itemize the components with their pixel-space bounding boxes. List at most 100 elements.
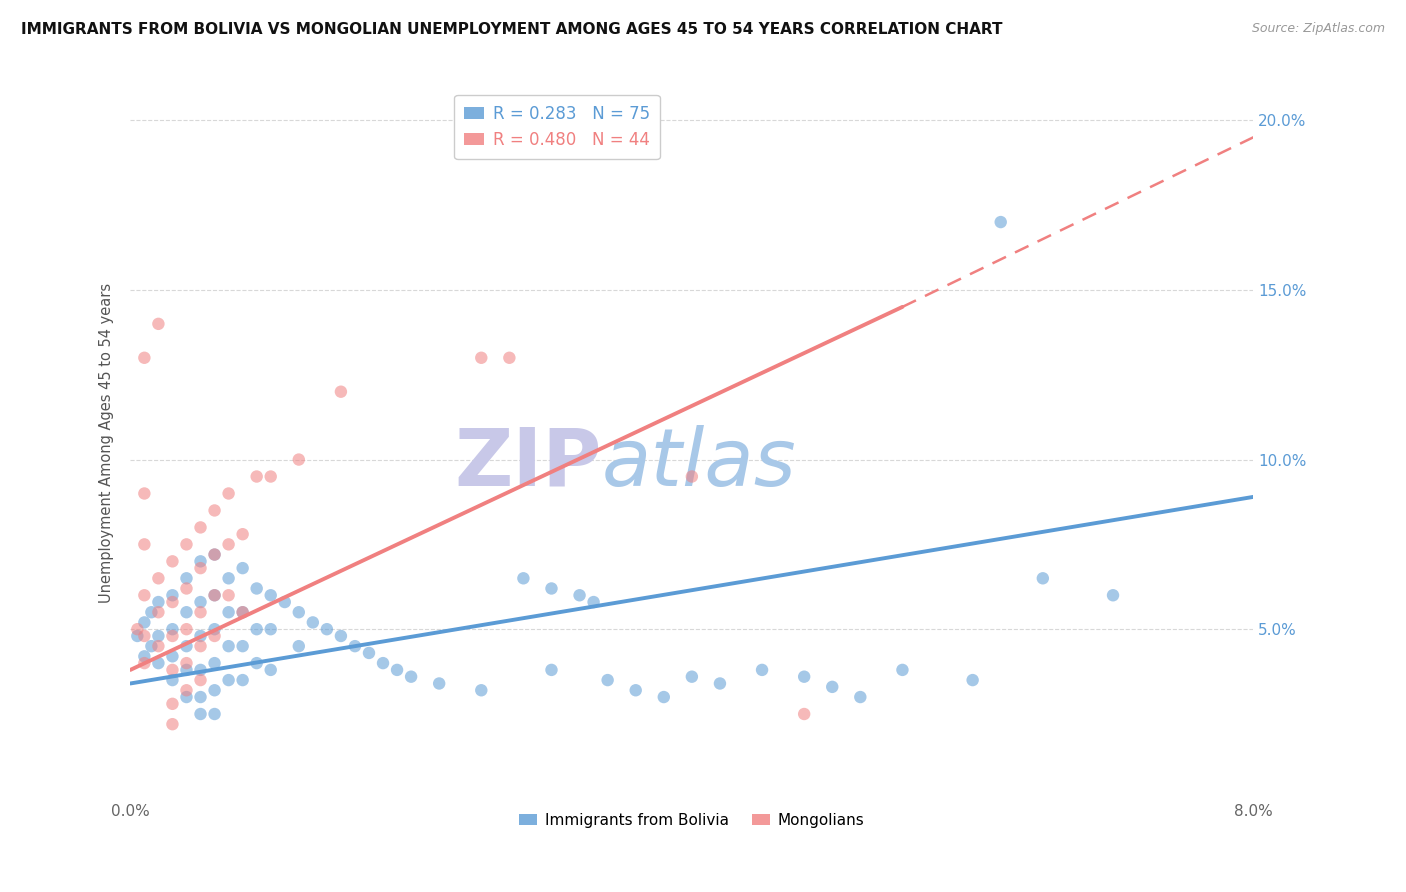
Point [204,629,226,643]
Point [329,629,352,643]
Point [315,622,337,636]
Point [204,622,226,636]
Point [162,663,184,677]
Point [134,537,156,551]
Point [134,656,156,670]
Point [176,639,198,653]
Point [218,571,240,585]
Point [148,605,170,619]
Point [134,629,156,643]
Point [260,622,283,636]
Point [162,622,184,636]
Point [204,548,226,562]
Point [288,605,311,619]
Point [148,317,170,331]
Point [176,582,198,596]
Point [751,663,773,677]
Point [190,520,212,534]
Point [821,680,844,694]
Point [190,595,212,609]
Point [127,622,149,636]
Point [127,629,149,643]
Point [849,690,872,704]
Point [141,605,163,619]
Point [246,656,269,670]
Point [288,452,311,467]
Point [232,605,254,619]
Point [148,656,170,670]
Point [190,706,212,721]
Point [176,605,198,619]
Point [385,663,408,677]
Text: Source: ZipAtlas.com: Source: ZipAtlas.com [1251,22,1385,36]
Point [134,486,156,500]
Point [204,588,226,602]
Point [260,469,283,483]
Point [176,690,198,704]
Point [470,351,492,365]
Point [176,663,198,677]
Point [498,351,520,365]
Point [232,605,254,619]
Point [232,527,254,541]
Point [162,673,184,687]
Point [962,673,984,687]
Point [652,690,675,704]
Point [134,649,156,664]
Point [343,639,366,653]
Point [176,571,198,585]
Point [218,537,240,551]
Point [190,639,212,653]
Point [134,615,156,630]
Y-axis label: Unemployment Among Ages 45 to 54 years: Unemployment Among Ages 45 to 54 years [100,283,114,603]
Point [793,670,815,684]
Point [246,622,269,636]
Point [1102,588,1125,602]
Text: atlas: atlas [602,425,797,503]
Point [232,639,254,653]
Point [176,537,198,551]
Point [260,588,283,602]
Point [681,670,703,684]
Point [148,571,170,585]
Point [141,639,163,653]
Point [540,582,562,596]
Point [399,670,422,684]
Point [148,629,170,643]
Point [190,605,212,619]
Point [176,683,198,698]
Text: ZIP: ZIP [454,425,602,503]
Point [582,595,605,609]
Point [162,595,184,609]
Point [681,469,703,483]
Point [190,663,212,677]
Point [624,683,647,698]
Point [329,384,352,399]
Point [190,554,212,568]
Point [162,697,184,711]
Point [190,629,212,643]
Point [990,215,1012,229]
Point [204,683,226,698]
Point [218,588,240,602]
Point [512,571,534,585]
Point [218,639,240,653]
Point [568,588,591,602]
Point [301,615,323,630]
Text: IMMIGRANTS FROM BOLIVIA VS MONGOLIAN UNEMPLOYMENT AMONG AGES 45 TO 54 YEARS CORR: IMMIGRANTS FROM BOLIVIA VS MONGOLIAN UNE… [21,22,1002,37]
Point [190,561,212,575]
Point [793,706,815,721]
Point [357,646,380,660]
Point [148,595,170,609]
Point [218,605,240,619]
Point [709,676,731,690]
Point [891,663,914,677]
Point [176,656,198,670]
Point [596,673,619,687]
Point [246,469,269,483]
Point [162,554,184,568]
Point [274,595,297,609]
Point [232,673,254,687]
Point [260,663,283,677]
Point [540,663,562,677]
